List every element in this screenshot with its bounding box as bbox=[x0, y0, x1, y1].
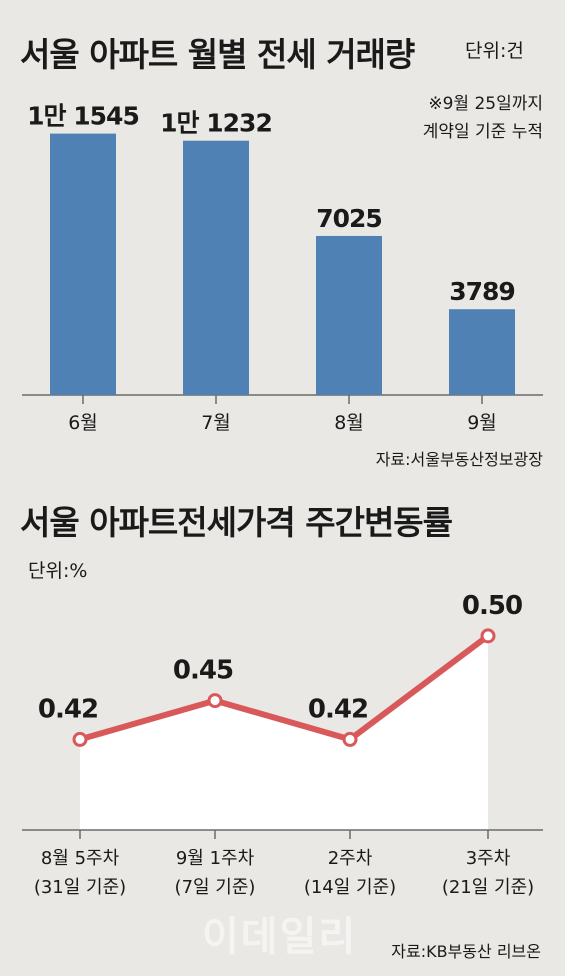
bar bbox=[316, 235, 382, 395]
bar bbox=[50, 133, 116, 395]
bar bbox=[449, 309, 515, 395]
bar-value-label: 1만 1232 bbox=[160, 109, 272, 138]
line-chart-title: 서울 아파트전세가격 주간변동률 bbox=[20, 503, 453, 542]
line-chart: 0.42 8월 5주차 (31일 기준) 0.45 9월 1주차 (7일 기준) 0.42 2… bbox=[22, 591, 543, 898]
data-point bbox=[342, 731, 358, 747]
data-point bbox=[207, 693, 223, 709]
bar-value-label: 7025 bbox=[316, 204, 382, 233]
bar bbox=[183, 140, 249, 395]
point-value-label: 0.45 bbox=[173, 656, 233, 686]
x-tick-label: (14일 기준) bbox=[304, 877, 396, 898]
bar-chart: 1만 1545 6월 1만 1232 7월 7025 8월 3789 9월 bbox=[22, 102, 543, 434]
series-line bbox=[77, 632, 491, 743]
bar-chart-note: ※9월 25일까지 계약일 기준 누적 bbox=[423, 90, 543, 146]
line-chart-unit: 단위:% bbox=[28, 560, 88, 582]
x-tick-label: 9월 1주차 bbox=[176, 848, 255, 869]
note-line-1: ※9월 25일까지 bbox=[428, 94, 543, 114]
x-tick-label: 3주차 bbox=[466, 848, 511, 869]
point-value-label: 0.42 bbox=[38, 694, 98, 724]
point-value-label: 0.42 bbox=[308, 694, 368, 724]
bar-value-label: 3789 bbox=[449, 277, 515, 306]
x-tick-label: (21일 기준) bbox=[442, 877, 534, 898]
bar-chart-unit: 단위:건 bbox=[465, 40, 524, 62]
x-tick-label: (7일 기준) bbox=[175, 877, 256, 898]
line-chart-source: 자료:KB부동산 리브온 bbox=[391, 942, 541, 961]
bar-value-label: 1만 1545 bbox=[27, 102, 139, 131]
note-line-2: 계약일 기준 누적 bbox=[422, 122, 543, 142]
area-fill bbox=[80, 635, 488, 830]
x-tick-label: 8월 bbox=[334, 412, 364, 434]
data-point bbox=[72, 731, 88, 747]
x-tick-label: (31일 기준) bbox=[34, 877, 126, 898]
x-tick-label: 2주차 bbox=[328, 848, 373, 869]
bar-chart-source: 자료:서울부동산정보광장 bbox=[375, 450, 543, 469]
x-tick-label: 6월 bbox=[68, 412, 98, 434]
data-point bbox=[480, 628, 496, 644]
x-tick-label: 7월 bbox=[201, 412, 231, 434]
x-tick-label: 9월 bbox=[467, 412, 497, 434]
watermark-logo: 이데일리 bbox=[202, 914, 358, 960]
x-tick-label: 8월 5주차 bbox=[41, 848, 120, 869]
bar-chart-title: 서울 아파트 월별 전세 거래량 bbox=[20, 35, 415, 74]
point-value-label: 0.50 bbox=[462, 591, 522, 621]
